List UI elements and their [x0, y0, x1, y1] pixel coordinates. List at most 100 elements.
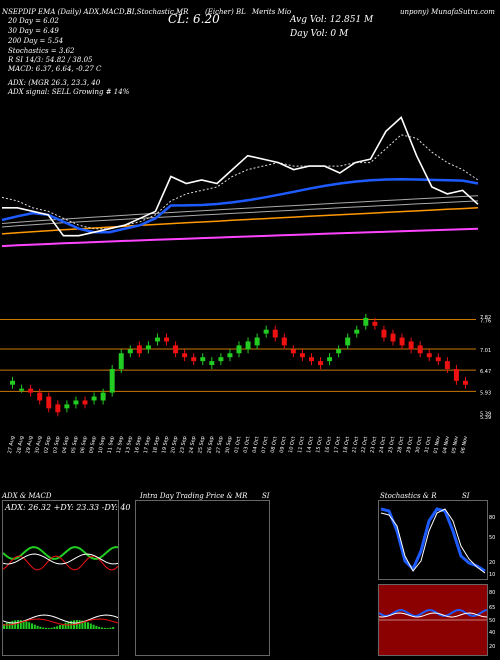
header-indicators: SI,Stochastic,MR	[127, 8, 189, 16]
candle-body	[100, 392, 106, 401]
x-tick-label: 29 Oct	[406, 436, 415, 453]
macd-bar	[64, 622, 67, 629]
adx-label: ADX: (MGR 26.3, 23.3, 40	[8, 79, 101, 87]
candle-body	[354, 329, 360, 334]
candle-body	[19, 388, 25, 391]
macd-bar	[106, 627, 109, 629]
macd-bar	[56, 626, 59, 629]
macd-bar	[61, 623, 64, 629]
candle-body	[444, 361, 450, 369]
rsi-tick-label: 50	[489, 618, 496, 624]
candle-body	[154, 337, 160, 342]
macd-bar	[95, 625, 98, 629]
macd-bar	[103, 627, 106, 629]
adx-macd-panel: ADX: 26.32 +DY: 23.33 -DY: 40	[2, 500, 131, 656]
candle-body	[263, 329, 269, 334]
candle-body	[381, 329, 387, 338]
macd-bar	[112, 627, 115, 629]
ema30-label: 30 Day = 6.49	[8, 27, 59, 35]
macd-bar	[5, 622, 8, 629]
x-tick-label: 11 Sep	[107, 436, 116, 454]
x-tick-label: 14 Oct	[306, 436, 315, 453]
stochastics-label: Stochastics = 3.62	[8, 47, 75, 55]
rsi-tick-label: 40	[489, 630, 496, 636]
macd-bar	[14, 620, 17, 629]
stoch-tick-label: 50	[489, 535, 496, 541]
x-tick-label: 10 Oct	[288, 436, 297, 453]
macd-bar	[22, 620, 25, 629]
x-tick-label: 04 Nov	[442, 436, 451, 455]
ema-band-line	[1, 178, 479, 234]
stoch-panel-si: SI	[462, 492, 470, 500]
candle-body	[363, 317, 369, 326]
x-tick-label: 13 Sep	[125, 436, 134, 454]
header-code: NSEPDIP EMA (Daily) ADX,MACD,B	[2, 8, 132, 16]
x-tick-label: 16 Oct	[324, 436, 333, 453]
candle-body	[209, 361, 215, 366]
candle-body	[127, 349, 133, 354]
rsi-label: R SI 14/3: 54.82 / 38.05	[8, 56, 93, 64]
x-tick-label: 07 Oct	[261, 436, 270, 453]
x-tick-label: 23 Oct	[370, 436, 379, 453]
adx-plus-line	[3, 546, 118, 560]
adx-line	[3, 553, 118, 565]
rsi-tick-label: 80	[489, 590, 496, 596]
candle-body	[245, 341, 251, 350]
candle-body	[10, 380, 16, 385]
candle-body	[136, 345, 142, 354]
x-tick-label: 17 Sep	[143, 436, 152, 454]
macd-bar	[25, 621, 28, 629]
rsi-plot	[379, 608, 487, 621]
rsi-tick-label: 65	[489, 605, 496, 611]
macd-label: MACD: 6.37, 6.64, -0.27 C	[8, 65, 102, 73]
candle-body	[118, 353, 124, 369]
macd-bar	[28, 622, 31, 629]
x-tick-label: 12 Sep	[116, 436, 125, 454]
y-tick-label: 5.39	[480, 412, 491, 418]
macd-bar	[17, 620, 19, 629]
x-tick-label: 26 Sep	[206, 436, 215, 454]
candle-body	[64, 404, 70, 409]
x-tick-label: 28 Aug	[16, 436, 25, 454]
candle-body	[218, 357, 224, 362]
x-tick-label: 01 Oct	[234, 436, 243, 453]
candle-body	[345, 337, 351, 346]
y-tick-label: 7.82	[480, 315, 491, 321]
candle-body	[191, 357, 197, 362]
macd-signal-line	[3, 618, 118, 626]
stochastics-plot	[380, 507, 486, 574]
stoch-panel-title: Stochastics & R	[380, 492, 437, 500]
x-tick-label: 15 Oct	[315, 436, 324, 453]
stoch-tick-label: 10	[489, 572, 496, 578]
stoch-tick-label: 80	[489, 515, 496, 521]
stoch-k-line	[380, 507, 486, 573]
macd-bar	[89, 623, 92, 629]
macd-bar	[75, 620, 78, 629]
macd-bar	[42, 627, 45, 629]
rsi-line	[379, 608, 487, 618]
x-tick-label: 09 Oct	[279, 436, 288, 453]
x-tick-label: 22 Oct	[360, 436, 369, 453]
macd-bar	[33, 624, 36, 629]
ema200-label: 200 Day = 5.54	[8, 37, 64, 45]
candle-body	[28, 388, 34, 393]
candle-body	[336, 349, 342, 354]
macd-bar	[109, 627, 112, 629]
macd-bar	[19, 620, 22, 629]
avg-volume-label: Avg Vol: 12.851 M	[290, 15, 374, 25]
candle-body	[46, 396, 52, 409]
x-tick-label: 05 Nov	[451, 436, 460, 455]
macd-bar	[31, 623, 33, 629]
header-stock: (Eicher) BL	[205, 8, 246, 16]
macd-bar	[92, 624, 95, 629]
candle-body	[173, 345, 179, 354]
x-tick-label: 03 Oct	[243, 436, 252, 453]
candle-body	[272, 329, 278, 338]
header-site: unpony) MunafaSutra.com	[400, 8, 495, 16]
candle-body	[227, 353, 233, 358]
price-ema-chart	[1, 116, 479, 248]
x-tick-label: 10 Sep	[98, 436, 107, 454]
x-tick-label: 09 Sep	[89, 436, 98, 454]
x-tick-label: 28 Oct	[397, 436, 406, 453]
macd-bar	[59, 625, 61, 629]
